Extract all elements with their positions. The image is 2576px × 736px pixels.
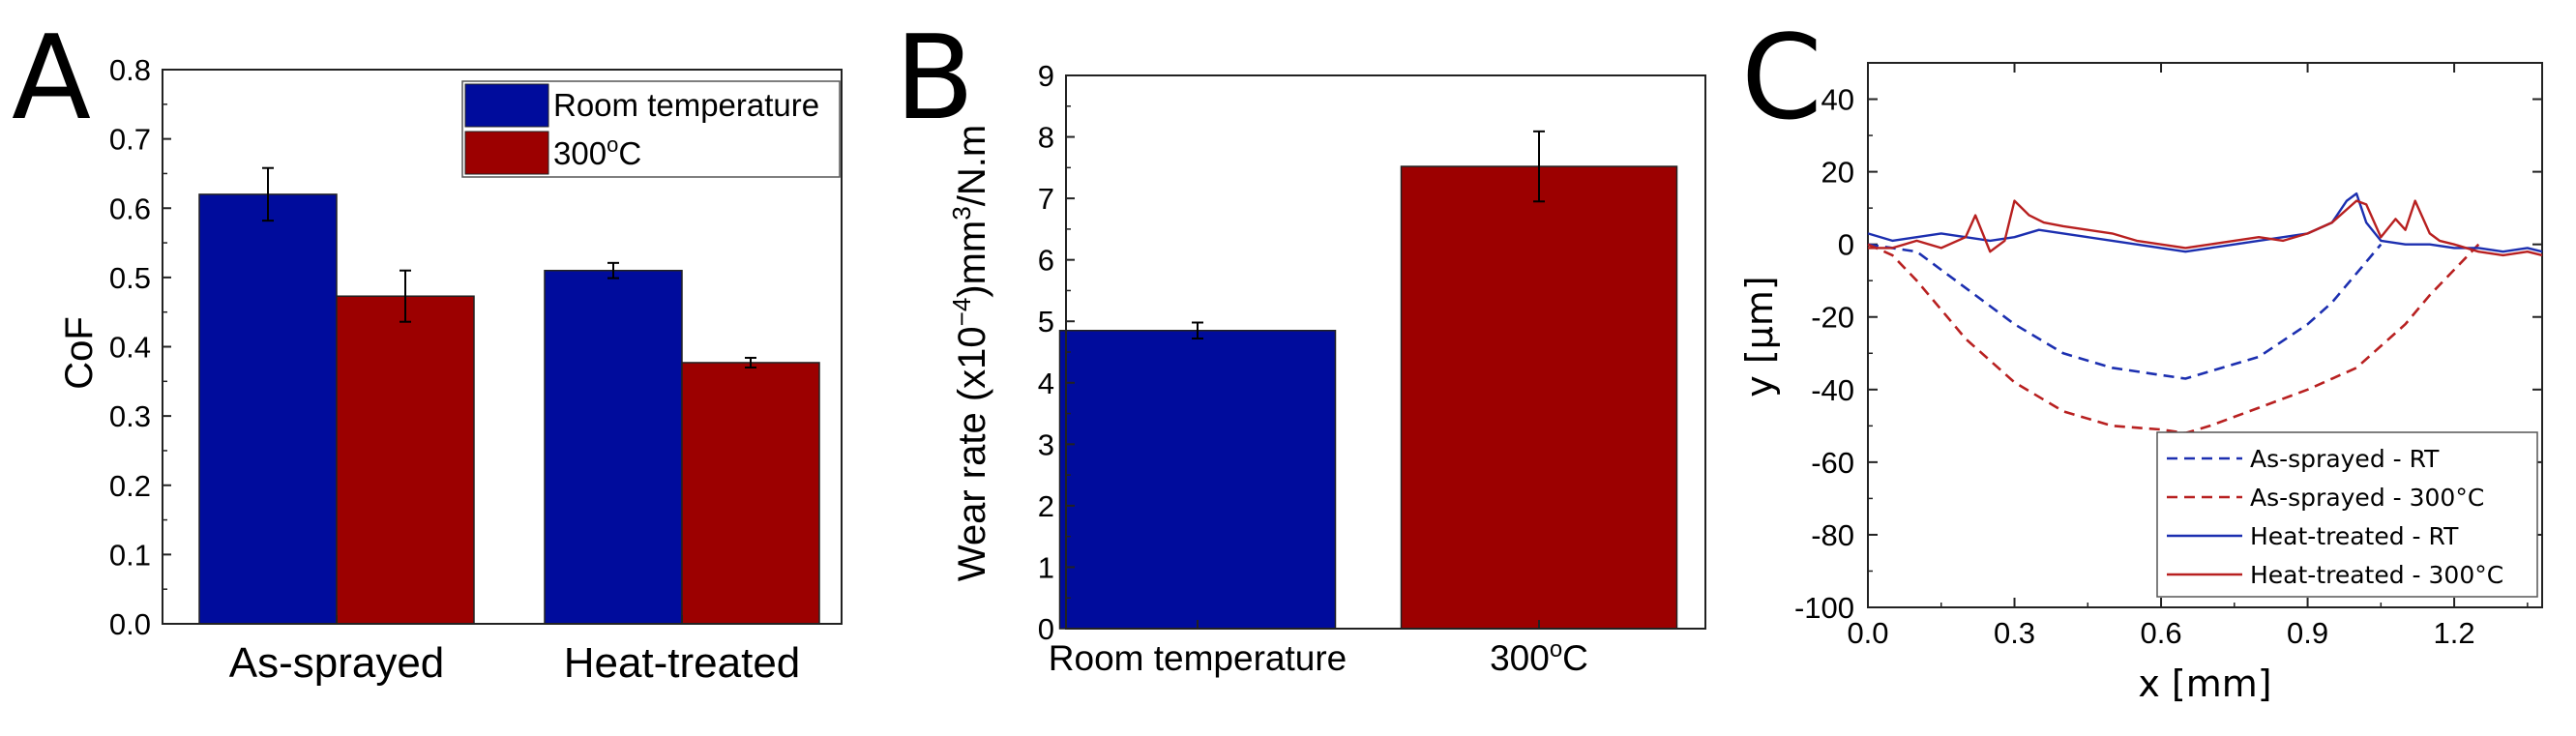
y-tick-label: -100 (1794, 591, 1854, 625)
y-axis-title: Wear rate (x10−4)mm3/N.m (947, 125, 993, 581)
panel-a-letter: A (12, 12, 91, 146)
legend-label: Heat-treated - RT (2250, 522, 2459, 550)
bar-300c (1400, 165, 1678, 630)
panel-a-cof-chart: As-sprayed Heat-treated 0.0 0.1 0.2 0.3 0.4 0.5… (58, 53, 843, 687)
legend: As-sprayed - RT As-sprayed - 300°C Heat-tr… (2156, 431, 2538, 598)
legend-box (2156, 431, 2538, 598)
y-tick-label: 8 (1038, 121, 1054, 155)
y-tick-label: 0.2 (109, 469, 151, 503)
legend-label-300c: 300oC (553, 132, 641, 171)
legend-swatch-room-temperature (464, 83, 549, 128)
y-tick-label: -40 (1811, 373, 1854, 407)
y-tick-label: 9 (1038, 59, 1054, 93)
y-tick-label: 0.4 (109, 331, 151, 365)
bar-as-sprayed-room-temperature (198, 193, 338, 625)
x-tick-label: 1.2 (2434, 616, 2475, 650)
y-tick-label: -80 (1811, 518, 1854, 552)
legend-label: Heat-treated - 300°C (2250, 561, 2503, 589)
x-tick-label: 0.3 (1994, 616, 2035, 650)
x-category-label: As-sprayed (229, 639, 445, 687)
y-tick-label: 0.8 (109, 53, 151, 87)
x-axis-title: x [mm] (2138, 662, 2271, 705)
y-tick-label: 0 (1038, 612, 1054, 646)
series-line-as-sprayed-rt (1867, 243, 2383, 380)
y-tick-label: 0 (1838, 228, 1854, 262)
legend-label: As-sprayed - RT (2250, 445, 2440, 473)
y-tick-label: 0.6 (109, 191, 151, 225)
x-tick-label: 0.9 (2287, 616, 2328, 650)
y-tick-label: 2 (1038, 489, 1054, 523)
y-tick-label: 1 (1038, 550, 1054, 584)
plot-frame (1867, 62, 2543, 608)
y-tick-label: 20 (1821, 156, 1854, 190)
y-tick-label: 4 (1038, 367, 1054, 400)
y-tick-label: 0.5 (109, 261, 151, 295)
x-category-label: Room temperature (1049, 638, 1347, 678)
y-tick-label: -20 (1811, 301, 1854, 335)
y-tick-label: -60 (1811, 446, 1854, 480)
y-tick-label: 0.1 (109, 538, 151, 572)
legend-label-room-temperature: Room temperature (553, 87, 819, 123)
bar-room-temperature (1058, 330, 1337, 630)
legend: Room temperature 300oC (461, 80, 841, 178)
x-tick-label: 0.0 (1847, 616, 1888, 650)
x-category-label: 300oC (1490, 636, 1588, 678)
series-line-as-sprayed-300-c (1867, 243, 2480, 435)
panel-b-wear-rate-chart: Room temperature 300oC 0 1 2 3 4 5 6 7 8 9 Wear rate… (947, 59, 1706, 678)
legend-label: As-sprayed - 300°C (2250, 484, 2484, 512)
y-axis-title: CoF (58, 316, 101, 390)
panel-c-letter: C (1741, 12, 1822, 146)
panel-b-letter: B (895, 12, 974, 146)
y-tick-label: 40 (1821, 83, 1854, 117)
bar-as-sprayed-300c (336, 295, 475, 625)
series-line-heat-treated-rt (1867, 191, 2543, 253)
bar-heat-treated-300c (681, 362, 820, 625)
y-tick-label: 0.0 (109, 607, 151, 641)
y-axis-title: y [μm] (1738, 276, 1781, 397)
bar-heat-treated-room-temperature (544, 269, 683, 625)
x-tick-label: 0.6 (2140, 616, 2181, 650)
legend-swatch-300c (464, 131, 549, 175)
y-tick-label: 7 (1038, 182, 1054, 216)
series-line-heat-treated-300-c (1868, 199, 2543, 257)
y-tick-label: 0.7 (109, 123, 151, 157)
y-tick-label: 6 (1038, 244, 1054, 278)
y-tick-label: 0.3 (109, 399, 151, 433)
y-tick-label: 3 (1038, 427, 1054, 461)
x-category-label: Heat-treated (564, 639, 801, 687)
y-tick-label: 5 (1038, 305, 1054, 339)
